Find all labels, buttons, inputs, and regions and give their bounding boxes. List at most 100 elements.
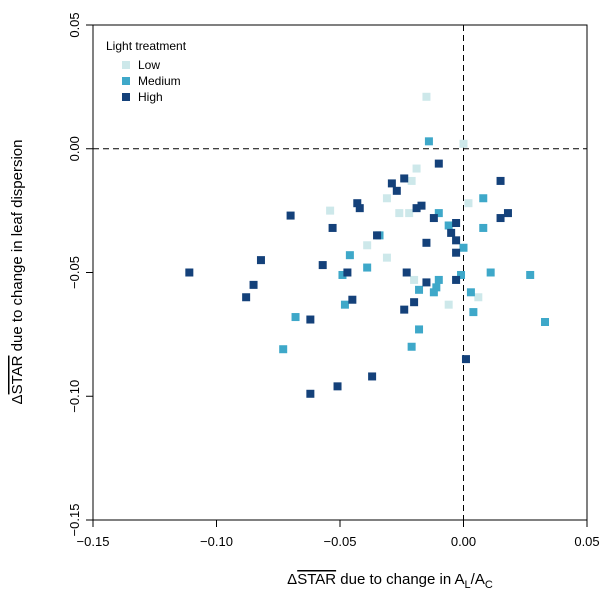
point-high bbox=[434, 159, 443, 168]
point-medium bbox=[291, 313, 300, 322]
legend-label-low: Low bbox=[138, 58, 160, 72]
legend: Light treatment Low Medium High bbox=[106, 39, 187, 104]
point-high bbox=[373, 231, 382, 240]
point-high bbox=[452, 248, 461, 257]
y-axis-label-star: STAR bbox=[9, 355, 26, 394]
point-medium bbox=[363, 263, 372, 272]
point-high bbox=[286, 211, 295, 220]
point-high bbox=[306, 315, 315, 324]
y-axis-label-prefix: Δ bbox=[9, 394, 26, 404]
x-tick-label: −0.05 bbox=[324, 534, 357, 549]
legend-title: Light treatment bbox=[106, 39, 187, 53]
point-medium bbox=[479, 194, 488, 203]
point-high bbox=[496, 214, 505, 223]
point-medium bbox=[338, 270, 347, 279]
point-medium bbox=[415, 285, 424, 294]
y-tick-label: −0.15 bbox=[67, 504, 82, 537]
point-medium bbox=[434, 209, 443, 218]
point-low bbox=[407, 176, 416, 185]
point-medium bbox=[345, 251, 354, 260]
point-high bbox=[387, 179, 396, 188]
y-axis: −0.15 −0.10 −0.05 0.00 0.05 bbox=[67, 12, 93, 536]
point-high bbox=[318, 261, 327, 270]
y-tick-label: −0.05 bbox=[67, 256, 82, 289]
point-low bbox=[412, 164, 421, 173]
point-high bbox=[256, 256, 265, 265]
point-high bbox=[343, 268, 352, 277]
x-axis-label-slash: /A bbox=[471, 571, 485, 588]
point-medium bbox=[479, 223, 488, 232]
point-low bbox=[444, 300, 453, 309]
point-medium bbox=[279, 345, 288, 354]
x-axis-label: ΔSTAR due to change in AL/AC bbox=[287, 571, 493, 591]
point-high bbox=[452, 219, 461, 227]
point-high bbox=[353, 199, 362, 208]
point-high bbox=[496, 176, 505, 185]
point-medium bbox=[407, 342, 416, 351]
y-tick-label: −0.10 bbox=[67, 380, 82, 413]
point-low bbox=[326, 206, 335, 215]
y-tick-label: 0.00 bbox=[67, 136, 82, 161]
point-high bbox=[333, 382, 342, 391]
point-medium bbox=[444, 221, 453, 230]
point-low bbox=[459, 139, 468, 148]
x-axis-label-sub-l: L bbox=[465, 579, 471, 591]
point-high bbox=[185, 268, 194, 277]
x-axis: −0.15 −0.10 −0.05 0.00 0.05 bbox=[77, 520, 600, 549]
x-tick-label: −0.15 bbox=[77, 534, 110, 549]
point-medium bbox=[340, 300, 349, 309]
legend-label-high: High bbox=[138, 90, 163, 104]
point-high bbox=[242, 293, 251, 302]
point-low bbox=[382, 194, 391, 203]
legend-swatch-low bbox=[122, 61, 130, 69]
point-low bbox=[382, 253, 391, 262]
y-axis-label-text: due to change in leaf dispersion bbox=[9, 140, 26, 356]
point-high bbox=[306, 389, 315, 398]
point-high bbox=[422, 238, 431, 247]
legend-swatch-high bbox=[122, 93, 130, 101]
point-medium bbox=[526, 270, 535, 279]
point-low bbox=[464, 199, 473, 208]
point-high bbox=[429, 214, 438, 223]
point-medium bbox=[424, 137, 433, 146]
point-high bbox=[503, 209, 512, 218]
point-low bbox=[395, 209, 404, 218]
point-high bbox=[447, 228, 456, 237]
x-tick-label: 0.05 bbox=[574, 534, 599, 549]
point-medium bbox=[434, 275, 443, 284]
point-high bbox=[249, 280, 258, 289]
point-high bbox=[412, 204, 421, 213]
point-low bbox=[422, 92, 431, 101]
point-high bbox=[368, 372, 377, 381]
x-tick-label: −0.10 bbox=[200, 534, 233, 549]
point-high bbox=[328, 223, 337, 232]
x-tick-label: 0.00 bbox=[451, 534, 476, 549]
point-high bbox=[452, 236, 461, 245]
x-axis-label-star: STAR bbox=[297, 571, 336, 588]
point-high bbox=[400, 174, 409, 183]
point-high bbox=[452, 275, 461, 284]
point-medium bbox=[541, 318, 550, 326]
point-high bbox=[417, 201, 426, 210]
point-high bbox=[402, 268, 411, 277]
point-low bbox=[405, 209, 414, 218]
point-high bbox=[410, 298, 419, 307]
legend-swatch-medium bbox=[122, 77, 130, 85]
point-high bbox=[422, 278, 431, 287]
point-high bbox=[355, 204, 364, 213]
data-points bbox=[185, 92, 550, 398]
point-medium bbox=[466, 288, 475, 297]
point-medium bbox=[429, 288, 438, 297]
y-axis-label: ΔSTAR due to change in leaf dispersion bbox=[9, 140, 26, 405]
point-high bbox=[392, 186, 401, 195]
point-medium bbox=[457, 270, 466, 279]
point-high bbox=[461, 355, 470, 364]
x-axis-label-sub-c: C bbox=[485, 579, 493, 591]
point-medium bbox=[469, 308, 478, 317]
x-axis-label-prefix: Δ bbox=[287, 571, 297, 588]
point-high bbox=[348, 295, 357, 304]
point-medium bbox=[415, 325, 424, 334]
y-tick-label: 0.05 bbox=[67, 12, 82, 37]
x-axis-label-text: due to change in A bbox=[336, 571, 464, 588]
